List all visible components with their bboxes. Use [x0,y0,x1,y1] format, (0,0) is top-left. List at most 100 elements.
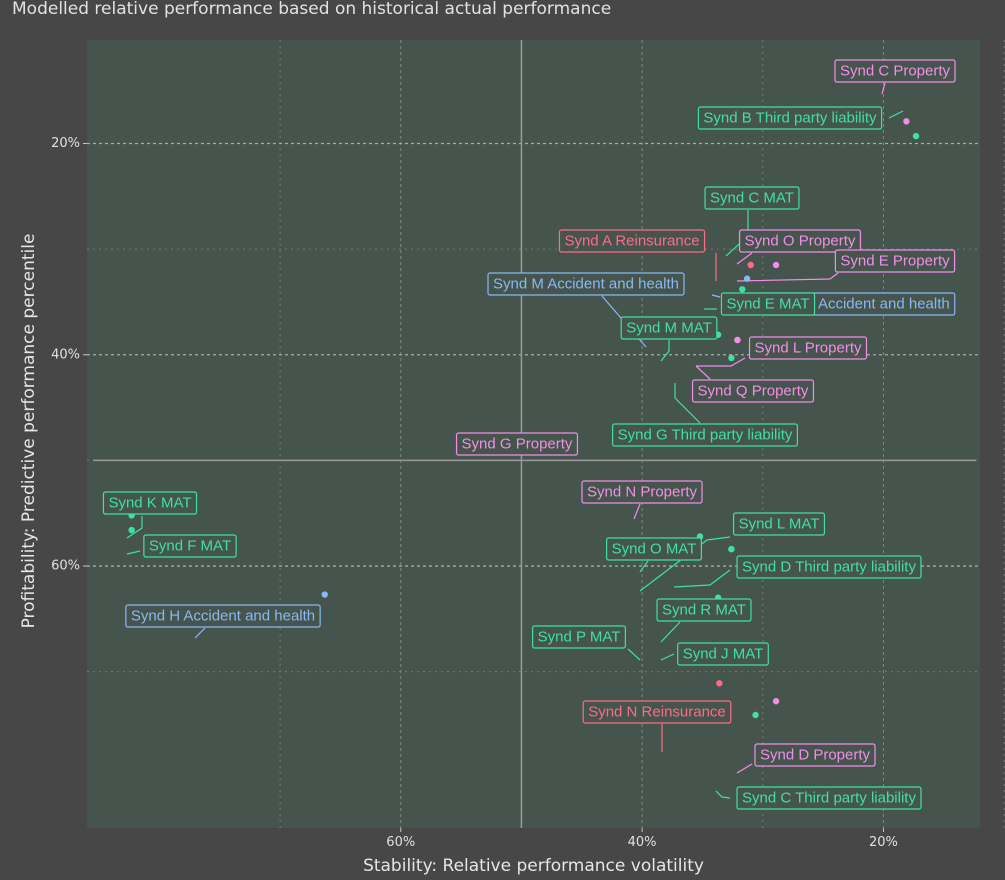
data-label: Synd C Third party liability [736,786,922,810]
data-label-box [691,379,815,403]
data-label-text: Synd Q Property [698,383,809,400]
data-label-box [581,480,703,504]
label-leader [736,252,753,265]
data-label-text: Synd G Third party liability [618,427,793,444]
data-label: Synd E MAT [720,292,816,316]
data-point [128,526,135,534]
data-label: Synd R MAT [656,598,752,622]
data-label-box [531,625,627,649]
data-label: Synd E Property [834,249,956,273]
label-leader [736,763,753,774]
data-label: Synd G Third party liability [612,423,798,447]
label-leader [736,272,839,282]
data-label-box [704,186,800,210]
data-label: Synd A Reinsurance [558,229,706,253]
data-point [752,711,759,719]
label-leader [888,110,904,119]
data-label-box [736,786,922,810]
data-point [912,132,920,140]
data-label-box [606,537,702,561]
data-label-box [455,432,579,456]
data-label-text: Synd M MAT [626,320,712,337]
data-label-box [834,59,956,83]
y-tick-label: 20% [51,136,80,151]
data-label-text: Synd L Property [755,340,862,357]
data-label-text: Synd M Accident and health [493,276,679,293]
label-leader [696,357,746,367]
data-label-text: Synd G Property [462,436,573,453]
label-leader [660,340,670,362]
label-leader [660,653,675,661]
data-label-text: Synd E MAT [726,296,809,313]
label-leader [673,569,731,588]
label-leader [633,503,641,520]
label-leader [715,790,731,799]
data-label: Synd J MAT [677,642,769,666]
y-tick-label: 40% [51,347,80,362]
data-label: Synd M Accident and health [487,272,685,296]
label-leader [660,621,681,643]
data-label-text: Synd N Property [587,484,698,501]
data-label: Synd D Property [754,743,876,767]
data-label-box [487,272,685,296]
data-label: Synd N Reinsurance [582,700,732,724]
data-label: Synd K MAT [102,491,198,515]
data-label-text: Synd D Property [760,747,871,764]
chart-subtitle: Modelled relative performance based on h… [12,0,612,19]
data-label-box [612,423,798,447]
label-leader [627,648,641,661]
y-tick-label: 60% [51,559,80,574]
data-label: Synd C Property [834,59,956,83]
data-label-text: Synd R MAT [662,602,746,619]
data-label-text: Synd C MAT [710,190,794,207]
label-leader [126,550,141,555]
data-label: Synd L MAT [732,512,826,536]
label-leader [695,365,711,380]
data-label-text: Synd D Third party liability [742,559,916,576]
data-label-box [558,229,706,253]
data-label-box [102,491,198,515]
label-leader [126,516,143,539]
data-label: Synd M MAT [620,316,718,340]
data-point [903,118,910,125]
data-point [734,336,741,344]
data-point [739,286,746,293]
data-label: Synd L Property [748,336,868,360]
data-point [716,680,723,687]
data-point [747,261,754,269]
data-label-text: Synd O MAT [612,541,697,558]
data-label-text: Synd O Property [745,233,856,250]
label-leader [881,82,886,95]
label-leader [639,560,649,573]
data-label: Synd N Property [581,480,703,504]
data-label-box [656,598,752,622]
y-axis-title: Profitability: Predictive performance pe… [19,234,39,629]
data-label-text: Synd L MAT [739,516,820,533]
data-label-box [697,106,883,130]
x-tick-label: 40% [628,835,657,850]
data-label: Synd O Property [738,229,862,253]
data-label-box [738,229,862,253]
data-label-text: Synd H Accident and health [131,608,315,625]
data-point [728,545,735,553]
data-label-box [720,292,816,316]
data-point [743,275,751,282]
x-axis-title: Stability: Relative performance volatili… [363,856,704,876]
data-label: Synd Q Property [691,379,815,403]
data-label-box [620,316,718,340]
data-label-box [736,555,922,579]
label-leader [674,383,701,424]
x-tick-label: 20% [869,835,898,850]
data-point [772,698,780,705]
label-leader [194,627,206,639]
data-label-text: Synd C Third party liability [742,790,916,807]
data-label-box [677,642,769,666]
data-label-text: Synd A Reinsurance [564,233,699,250]
data-label-text: Synd P MAT [538,629,621,646]
data-label: Synd D Third party liability [736,555,922,579]
x-tick-label: 60% [386,835,415,850]
data-label-text: Synd E Property [840,253,950,270]
data-label: Synd C MAT [704,186,800,210]
